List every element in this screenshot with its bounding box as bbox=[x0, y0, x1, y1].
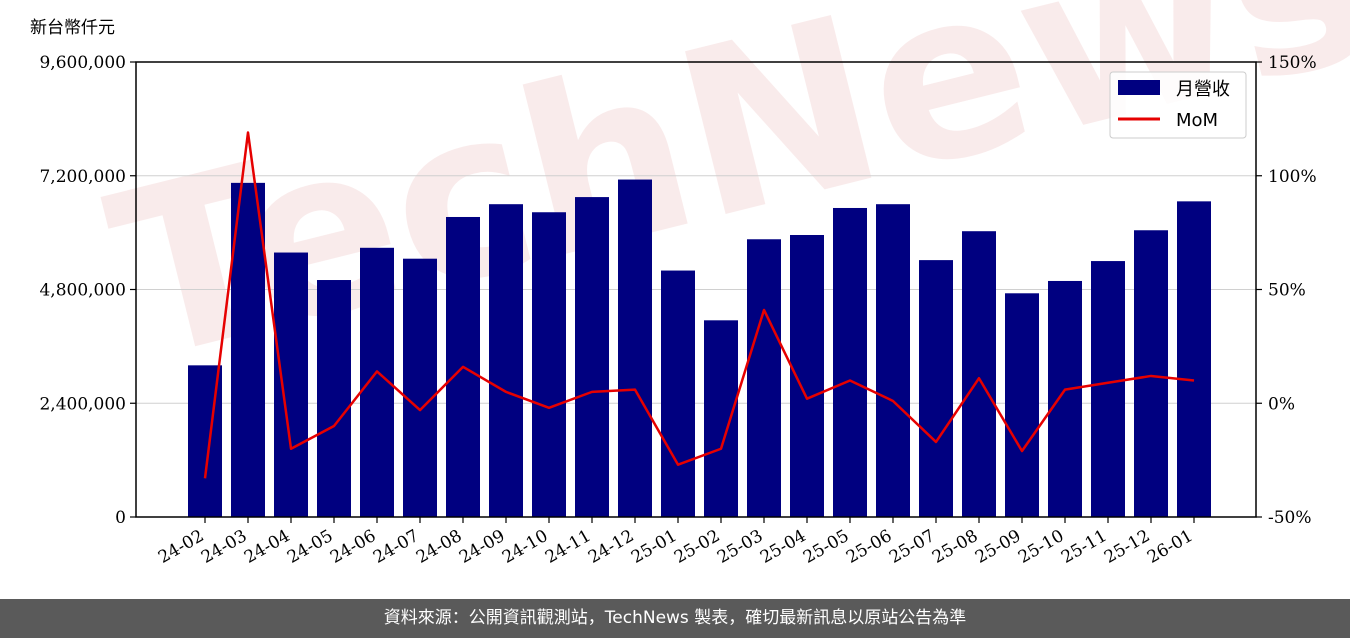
legend: 月營收 MoM bbox=[1109, 71, 1247, 139]
x-tick-label: 25-06 bbox=[843, 526, 895, 568]
x-tick-label: 25-11 bbox=[1058, 526, 1110, 568]
revenue-bar bbox=[833, 207, 867, 517]
left-tick-label: 2,400,000 bbox=[39, 394, 126, 414]
bar-series bbox=[188, 179, 1211, 518]
x-tick-label: 25-01 bbox=[628, 526, 680, 568]
x-tick-label: 24-11 bbox=[542, 526, 594, 568]
left-tick-label: 9,600,000 bbox=[39, 53, 126, 73]
left-axis: 0 2,400,000 4,800,000 7,200,000 9,600,000 bbox=[39, 53, 136, 528]
revenue-bar bbox=[704, 320, 738, 517]
right-tick-label: 50% bbox=[1268, 281, 1306, 301]
revenue-bar bbox=[489, 204, 523, 517]
x-tick-label: 24-12 bbox=[585, 526, 637, 568]
left-tick-label: 4,800,000 bbox=[39, 281, 126, 301]
legend-label-mom: MoM bbox=[1176, 110, 1218, 131]
revenue-bar bbox=[1177, 201, 1211, 517]
revenue-bar bbox=[919, 260, 953, 517]
left-tick-label: 0 bbox=[115, 508, 126, 528]
x-tick-label: 25-09 bbox=[972, 526, 1024, 568]
revenue-bar bbox=[1091, 261, 1125, 517]
right-axis: -50% 0% 50% 100% 150% bbox=[1256, 53, 1317, 528]
revenue-bar bbox=[876, 204, 910, 517]
revenue-bar bbox=[317, 280, 351, 517]
revenue-bar bbox=[747, 239, 781, 517]
revenue-bar bbox=[962, 231, 996, 517]
x-tick-label: 24-05 bbox=[284, 526, 336, 568]
legend-swatch-revenue bbox=[1118, 80, 1160, 95]
x-tick-label: 24-04 bbox=[241, 526, 293, 568]
revenue-bar bbox=[1134, 230, 1168, 518]
right-tick-label: 150% bbox=[1268, 53, 1317, 73]
revenue-bar bbox=[532, 212, 566, 517]
x-tick-label: 24-07 bbox=[370, 526, 422, 568]
revenue-bar bbox=[403, 258, 437, 517]
right-tick-label: 100% bbox=[1268, 167, 1317, 187]
revenue-bar bbox=[231, 182, 265, 517]
x-tick-label: 25-04 bbox=[757, 526, 809, 568]
x-tick-label: 26-01 bbox=[1144, 526, 1196, 568]
left-tick-label: 7,200,000 bbox=[39, 167, 126, 187]
y-axis-unit-label: 新台幣仟元 bbox=[30, 18, 115, 38]
revenue-bar bbox=[575, 197, 609, 517]
right-tick-label: 0% bbox=[1268, 394, 1295, 414]
x-tick-label: 25-08 bbox=[929, 526, 981, 568]
revenue-bar bbox=[1005, 293, 1039, 517]
legend-label-revenue: 月營收 bbox=[1176, 79, 1230, 100]
x-tick-label: 25-05 bbox=[800, 526, 852, 568]
x-tick-label: 24-02 bbox=[155, 526, 207, 568]
revenue-bar bbox=[274, 252, 308, 517]
mom-line-series bbox=[203, 131, 1195, 479]
revenue-bar bbox=[1048, 280, 1082, 517]
x-tick-label: 25-07 bbox=[886, 526, 938, 568]
x-tick-label: 24-03 bbox=[198, 526, 250, 568]
right-tick-label: -50% bbox=[1268, 508, 1312, 528]
x-tick-label: 24-09 bbox=[456, 526, 508, 568]
x-tick-label: 25-03 bbox=[714, 526, 766, 568]
source-footer: 資料來源：公開資訊觀測站，TechNews 製表，確切最新訊息以原站公告為準 bbox=[0, 599, 1350, 638]
x-tick-label: 25-12 bbox=[1101, 526, 1153, 568]
mom-line bbox=[203, 131, 1195, 479]
x-tick-label: 24-10 bbox=[499, 526, 551, 568]
x-tick-label: 25-10 bbox=[1015, 526, 1067, 568]
x-axis: 24-0224-0324-0424-0524-0624-0724-0824-09… bbox=[155, 517, 1197, 568]
x-tick-label: 25-02 bbox=[671, 526, 723, 568]
revenue-bar bbox=[618, 179, 652, 517]
revenue-chart: TechNews 02,400,0004,800,0007,200,0009,6… bbox=[30, 0, 1350, 568]
revenue-bar bbox=[661, 270, 695, 517]
x-tick-label: 24-08 bbox=[413, 526, 465, 568]
x-tick-label: 24-06 bbox=[327, 526, 379, 568]
